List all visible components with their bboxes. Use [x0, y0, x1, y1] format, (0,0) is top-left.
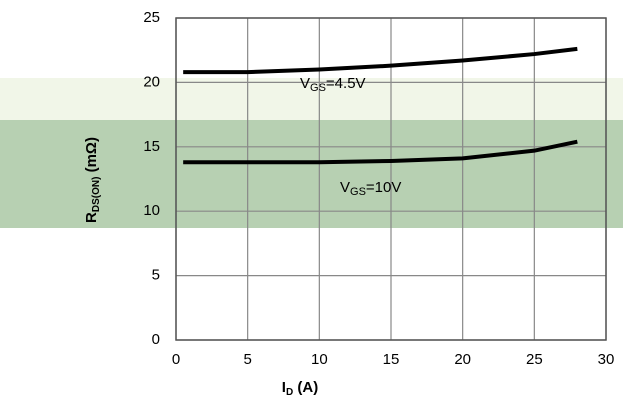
x-tick-label: 25 — [526, 351, 543, 368]
y-axis-label: RDS(ON) (mΩ) — [83, 137, 102, 223]
x-tick-label: 15 — [383, 351, 400, 368]
plot-frame — [175, 17, 607, 341]
x-tick-label: 0 — [172, 351, 180, 368]
y-tick-label: 25 — [143, 9, 160, 26]
annotation-main: V — [340, 179, 350, 196]
y-tick-label: 15 — [143, 138, 160, 155]
series-line — [183, 139, 578, 165]
annotation: VGS=10V — [340, 179, 401, 198]
y-tick-label: 0 — [152, 331, 160, 348]
x-tick-label: 20 — [454, 351, 471, 368]
x-tick-label: 10 — [311, 351, 328, 368]
y-tick-label: 5 — [152, 267, 160, 284]
y-tick-label: 10 — [143, 202, 160, 219]
annotation-sub: GS — [310, 82, 326, 94]
x-tick-label: 30 — [598, 351, 615, 368]
annotation-rest: =4.5V — [326, 75, 366, 92]
y-tick-label: 20 — [143, 73, 160, 90]
band-light — [0, 78, 623, 120]
band-dark — [0, 120, 623, 228]
annotation-sub: GS — [350, 186, 366, 198]
annotation: VGS=4.5V — [300, 75, 366, 94]
x-axis-label: ID (A) — [282, 379, 318, 398]
series-line — [183, 46, 578, 75]
annotation-main: V — [300, 75, 310, 92]
x-tick-label: 5 — [243, 351, 251, 368]
annotation-rest: =10V — [366, 179, 401, 196]
